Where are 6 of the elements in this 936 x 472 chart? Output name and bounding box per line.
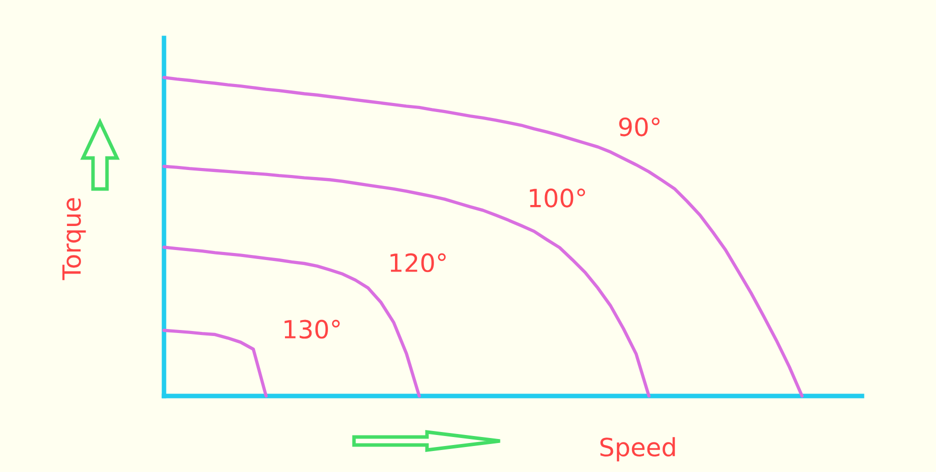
y-axis-title: Torque <box>62 198 86 280</box>
series-label: 100° <box>530 188 586 208</box>
series-label: 130° <box>284 320 340 339</box>
series-label: 90° <box>619 117 660 136</box>
series-label: 120° <box>390 253 446 272</box>
x-axis-title: Speed <box>600 437 675 462</box>
